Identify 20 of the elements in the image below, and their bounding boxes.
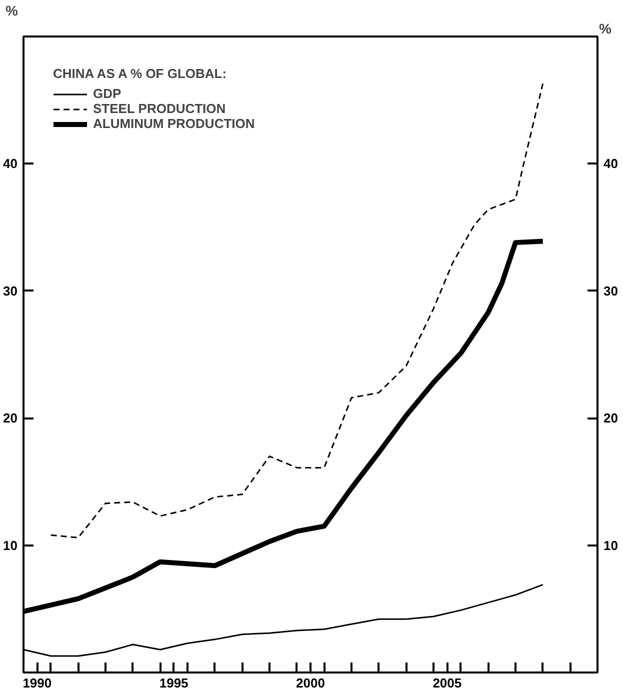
- y2-axis-title: %: [599, 20, 612, 36]
- x-tick-label: 2005: [432, 676, 462, 690]
- legend-label: GDP: [93, 86, 122, 101]
- legend-label: ALUMINUM PRODUCTION: [93, 116, 255, 131]
- y2-tick-label: 40: [604, 156, 618, 172]
- y-tick-label: 40: [3, 156, 18, 172]
- x-tick-label: 1995: [159, 676, 188, 690]
- y2-tick-label: 20: [604, 410, 618, 426]
- legend-label: STEEL PRODUCTION: [93, 101, 226, 116]
- y-tick-label: 10: [3, 538, 18, 553]
- y2-tick-label: 10: [604, 538, 618, 553]
- y-tick-label: 30: [3, 283, 18, 298]
- legend-title: CHINA AS A % OF GLOBAL:: [53, 66, 228, 81]
- line-series: [24, 584, 544, 657]
- y-axis-title: %: [6, 2, 18, 18]
- line-series: [50, 82, 544, 538]
- y-tick-label: 20: [3, 410, 18, 426]
- x-tick-label: 2000: [296, 676, 325, 690]
- y2-tick-label: 30: [604, 283, 618, 298]
- x-tick-label: 1990: [22, 676, 52, 690]
